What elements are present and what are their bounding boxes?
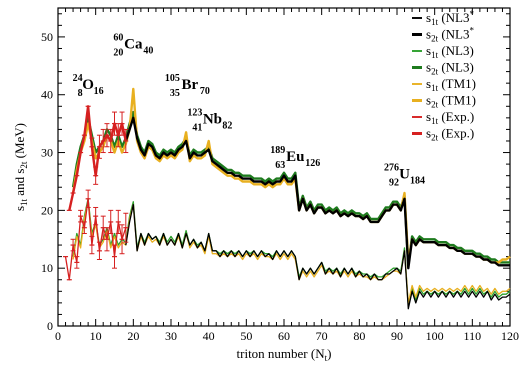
isotope-mass: 105 xyxy=(165,73,180,84)
plot-area xyxy=(57,7,511,327)
isotope-z: 20 xyxy=(113,47,123,58)
legend-entry: s2t (TM1) xyxy=(426,93,476,110)
isotope-mass: 189 xyxy=(270,145,285,156)
y-tick-label: 50 xyxy=(41,30,53,44)
y-tick-label: 10 xyxy=(41,261,53,275)
y-axis-title: s1t and s2t (MeV) xyxy=(12,123,29,211)
isotope-n: 40 xyxy=(143,45,153,56)
x-tick-label: 100 xyxy=(426,329,444,343)
isotope-symbol: U xyxy=(399,167,410,183)
isotope-z: 63 xyxy=(275,160,285,171)
isotope-symbol: Br xyxy=(181,77,198,93)
legend-entry: s2t (Exp.) xyxy=(426,126,474,143)
x-tick-label: 120 xyxy=(501,329,519,343)
legend-entry: s1t (NL3* xyxy=(426,9,475,27)
isotope-n: 16 xyxy=(94,86,104,97)
isotope-mass: 123 xyxy=(187,108,202,119)
isotope-z: 8 xyxy=(78,88,83,99)
isotope-symbol: Nb xyxy=(203,112,222,128)
isotope-mass: 60 xyxy=(113,32,123,43)
legend-entry: s1t (Exp.) xyxy=(426,109,474,126)
isotope-symbol: Eu xyxy=(286,149,304,165)
isotope-mass: 276 xyxy=(384,163,399,174)
isotope-z: 92 xyxy=(389,178,399,189)
isotope-symbol: Ca xyxy=(124,36,143,52)
y-tick-label: 20 xyxy=(41,203,53,217)
x-tick-label: 60 xyxy=(278,329,290,343)
series-layer xyxy=(63,87,511,310)
legend-entry: s2t (NL3) xyxy=(426,60,474,77)
x-tick-label: 10 xyxy=(90,329,102,343)
legend: s1t (NL3*s2t (NL3*s1t (NL3)s2t (NL3)s1t … xyxy=(412,9,476,143)
isotope-n: 70 xyxy=(200,86,210,97)
x-tick-label: 30 xyxy=(165,329,177,343)
x-tick-label: 40 xyxy=(203,329,215,343)
isotope-n: 184 xyxy=(410,176,425,187)
y-tick-label: 0 xyxy=(47,319,53,333)
plot-frame xyxy=(57,7,511,327)
axis-ticks: 0 10 20 30 40 50 60 70 80 90 100 110 120 0 10 20 30 40 50 xyxy=(41,8,519,343)
isotope-n: 126 xyxy=(305,158,320,169)
isotope-symbol: O xyxy=(82,77,94,93)
series-line xyxy=(124,116,510,270)
series-line xyxy=(68,105,127,211)
x-tick-label: 70 xyxy=(316,329,328,343)
legend-entry: s2t (NL3* xyxy=(426,26,475,44)
x-tick-label: 90 xyxy=(391,329,403,343)
x-tick-label: 80 xyxy=(353,329,365,343)
series-line xyxy=(125,203,511,310)
y-tick-label: 40 xyxy=(41,88,53,102)
x-tick-label: 20 xyxy=(127,329,139,343)
legend-entry: s1t (NL3) xyxy=(426,43,474,60)
x-tick-label: 0 xyxy=(55,329,61,343)
x-tick-label: 110 xyxy=(464,329,482,343)
isotope-z: 35 xyxy=(170,88,180,99)
isotope-z: 41 xyxy=(192,123,202,134)
axis-titles: triton number (Nt) s1t and s2t (MeV) xyxy=(12,123,331,363)
x-axis-title: triton number (Nt) xyxy=(237,346,332,363)
isotope-n: 82 xyxy=(222,121,232,132)
legend-entry: s1t (TM1) xyxy=(426,76,476,93)
y-tick-label: 30 xyxy=(41,146,53,160)
x-tick-label: 50 xyxy=(240,329,252,343)
isotope-label: O24 8 16 xyxy=(73,73,104,99)
isotope-mass: 24 xyxy=(73,73,83,84)
